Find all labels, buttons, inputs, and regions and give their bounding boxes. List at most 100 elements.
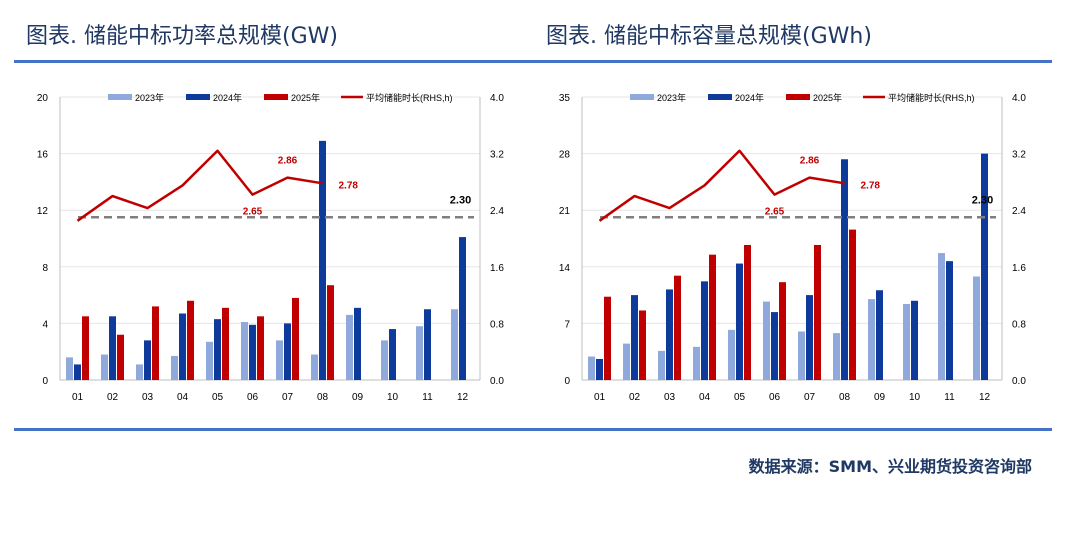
bar-2024年 [179,313,186,380]
bar-2024年 [74,364,81,380]
bar-2025年 [327,285,334,380]
x-tick-label: 10 [387,392,399,403]
bar-2025年 [849,229,856,380]
bar-2023年 [101,354,108,380]
bar-2024年 [144,340,151,380]
legend-swatch [630,94,654,100]
reference-label: 2.30 [972,194,993,206]
bar-2025年 [187,300,194,380]
x-tick-label: 01 [72,392,84,403]
y2-tick-label: 3.2 [1012,150,1026,161]
legend-swatch [786,94,810,100]
bar-2023年 [728,329,735,380]
bar-2025年 [814,244,821,380]
bar-2024年 [596,358,603,380]
line-data-label: 2.65 [765,206,785,217]
x-tick-label: 06 [247,392,259,403]
duration-line [76,149,323,222]
bar-2024年 [701,281,708,380]
x-tick-label: 07 [282,392,294,403]
y2-tick-label: 4.0 [1012,93,1026,104]
bar-2024年 [911,300,918,380]
chart-title-capacity: 图表. 储能中标容量总规模(GWh) [546,24,872,49]
legend-swatch [264,94,288,100]
legend-label: 2024年 [735,92,764,103]
line-data-label: 2.65 [243,206,263,217]
y-tick-label: 8 [42,263,48,274]
x-tick-label: 09 [874,392,886,403]
bar-2023年 [868,299,875,380]
x-tick-label: 01 [594,392,606,403]
bar-2024年 [214,319,221,380]
legend-label: 平均储能时长(RHS,h) [888,92,975,103]
bar-2024年 [459,237,466,380]
y-tick-label: 0 [564,376,570,387]
bar-2023年 [136,364,143,380]
x-tick-label: 07 [804,392,816,403]
bar-2023年 [451,309,458,380]
bar-2024年 [389,329,396,380]
bar-2023年 [973,276,980,380]
bar-2023年 [241,321,248,380]
y2-tick-label: 2.4 [1012,206,1026,217]
legend-swatch [708,94,732,100]
x-tick-label: 09 [352,392,364,403]
x-tick-label: 05 [212,392,224,403]
y2-tick-label: 0.0 [490,376,504,387]
x-tick-label: 03 [664,392,676,403]
bar-2024年 [109,316,116,380]
y-tick-label: 28 [559,150,571,161]
bar-2023年 [798,331,805,380]
source-note: 数据来源：SMM、兴业期货投资咨询部 [748,457,1032,476]
legend-label: 2023年 [657,92,686,103]
y2-tick-label: 2.4 [490,206,504,217]
x-tick-label: 08 [839,392,851,403]
x-tick-label: 12 [457,392,469,403]
bar-2025年 [222,307,229,380]
bar-2023年 [658,350,665,380]
y-tick-label: 35 [559,93,571,104]
bar-2024年 [946,261,953,380]
y2-tick-label: 4.0 [490,93,504,104]
bar-2023年 [833,333,840,380]
bar-2023年 [623,343,630,380]
x-tick-label: 11 [422,392,433,403]
bar-2023年 [276,340,283,380]
bar-2023年 [311,354,318,380]
bar-2024年 [736,263,743,380]
line-data-label: 2.86 [278,156,298,167]
bar-2025年 [82,316,89,380]
bar-2025年 [674,275,681,380]
bar-2025年 [257,316,264,380]
bar-2023年 [206,341,213,380]
bar-2024年 [981,153,988,380]
bar-2025年 [744,244,751,380]
bar-2024年 [284,323,291,380]
x-tick-label: 11 [944,392,955,403]
x-tick-label: 05 [734,392,746,403]
y2-tick-label: 0.0 [1012,376,1026,387]
bar-2024年 [841,159,848,380]
legend-swatch [108,94,132,100]
chart-title-power: 图表. 储能中标功率总规模(GW) [26,24,338,49]
bar-2023年 [938,253,945,380]
y-tick-label: 14 [559,263,571,274]
legend-label: 2023年 [135,92,164,103]
bar-2023年 [763,301,770,380]
x-tick-label: 03 [142,392,154,403]
bar-2023年 [381,340,388,380]
bar-2024年 [876,290,883,380]
y-tick-label: 16 [37,150,49,161]
y-tick-label: 21 [559,206,571,217]
bottom-divider [14,428,1052,431]
x-tick-label: 06 [769,392,781,403]
y2-tick-label: 0.8 [490,319,504,330]
duration-line [598,149,845,222]
legend-label: 平均储能时长(RHS,h) [366,92,453,103]
reference-label: 2.30 [450,194,471,206]
y2-tick-label: 1.6 [490,263,504,274]
bar-2024年 [771,312,778,380]
x-tick-label: 04 [699,392,711,403]
y-tick-label: 0 [42,376,48,387]
